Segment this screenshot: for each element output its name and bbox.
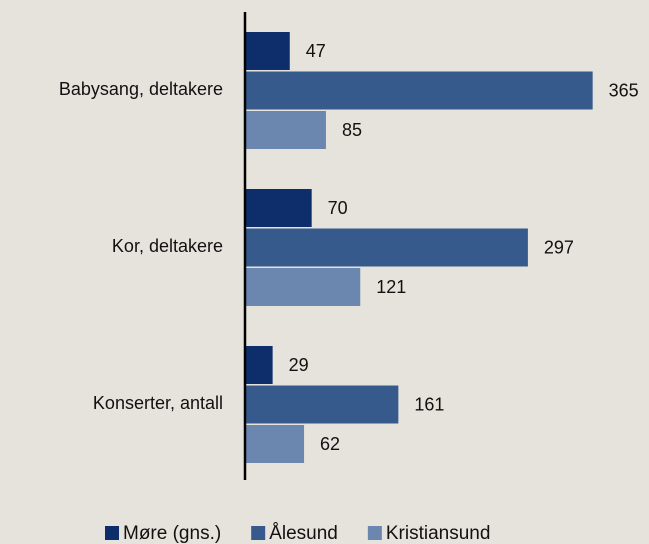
value-label: 85 (342, 120, 362, 140)
bar (245, 268, 361, 306)
category-label: Babysang, deltakere (59, 79, 223, 99)
bar (245, 71, 593, 110)
legend-label: Kristiansund (386, 523, 491, 544)
value-label: 297 (544, 237, 574, 257)
legend-swatch (367, 526, 382, 540)
value-label: 47 (306, 41, 326, 61)
category-label: Konserter, antall (93, 393, 223, 413)
value-label: 365 (609, 80, 639, 100)
category-label: Kor, deltakere (112, 236, 223, 256)
legend-swatch (105, 526, 119, 540)
legend-label: Møre (gns.) (123, 523, 221, 544)
value-label: 161 (414, 394, 444, 414)
bar (245, 425, 305, 463)
bar (245, 385, 399, 424)
value-label: 62 (320, 434, 340, 454)
bar (245, 346, 273, 384)
legend-label: Ålesund (269, 523, 338, 544)
bar (245, 228, 528, 267)
bar (245, 32, 290, 70)
legend-swatch (251, 526, 266, 540)
bar (245, 111, 326, 149)
value-label: 70 (328, 198, 348, 218)
value-label: 29 (289, 355, 309, 375)
bar (245, 189, 312, 227)
value-label: 121 (376, 277, 406, 297)
